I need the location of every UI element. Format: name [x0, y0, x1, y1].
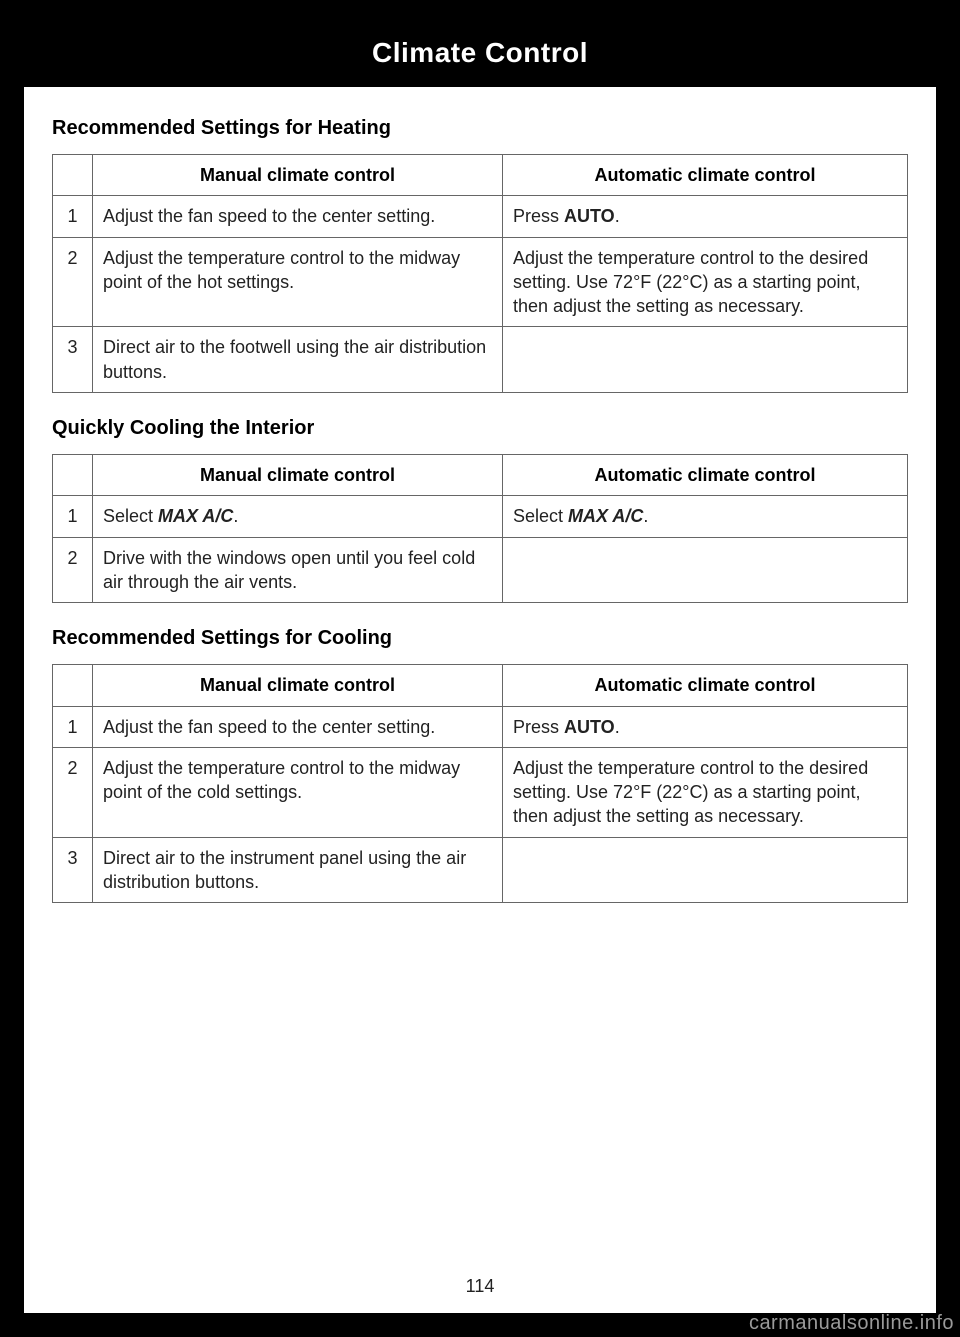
cell-auto: Press AUTO.	[503, 196, 908, 237]
cell-auto	[503, 837, 908, 903]
table-header-manual: Manual climate control	[93, 455, 503, 496]
section-title-heating: Recommended Settings for Heating	[52, 117, 908, 140]
cell-manual: Adjust the fan speed to the center setti…	[93, 706, 503, 747]
cell-auto	[503, 537, 908, 603]
cell-manual: Direct air to the footwell using the air…	[93, 327, 503, 393]
row-number: 2	[53, 537, 93, 603]
table-row: 2 Adjust the temperature control to the …	[53, 747, 908, 837]
cell-text: Press	[513, 717, 564, 737]
table-header-manual: Manual climate control	[93, 665, 503, 706]
cell-text: .	[233, 506, 238, 526]
cell-auto: Press AUTO.	[503, 706, 908, 747]
cell-text: .	[615, 717, 620, 737]
cell-manual: Adjust the temperature control to the mi…	[93, 747, 503, 837]
table-header-row: Manual climate control Automatic climate…	[53, 665, 908, 706]
table-header-blank	[53, 455, 93, 496]
cell-text: .	[643, 506, 648, 526]
table-row: 3 Direct air to the footwell using the a…	[53, 327, 908, 393]
table-header-row: Manual climate control Automatic climate…	[53, 455, 908, 496]
table-row: 3 Direct air to the instrument panel usi…	[53, 837, 908, 903]
table-header-auto: Automatic climate control	[503, 455, 908, 496]
row-number: 1	[53, 706, 93, 747]
section-title-cooling: Recommended Settings for Cooling	[52, 627, 908, 650]
cell-manual: Direct air to the instrument panel using…	[93, 837, 503, 903]
cell-bold: AUTO	[564, 717, 615, 737]
table-header-auto: Automatic climate control	[503, 155, 908, 196]
page-title: Climate Control	[23, 37, 937, 69]
cell-text: Press	[513, 206, 564, 226]
cell-auto: Adjust the temperature control to the de…	[503, 237, 908, 327]
table-header-blank	[53, 665, 93, 706]
cell-bold: AUTO	[564, 206, 615, 226]
cell-manual: Drive with the windows open until you fe…	[93, 537, 503, 603]
table-header-manual: Manual climate control	[93, 155, 503, 196]
row-number: 2	[53, 747, 93, 837]
cell-auto: Select MAX A/C.	[503, 496, 908, 537]
row-number: 1	[53, 196, 93, 237]
watermark: carmanualsonline.info	[749, 1312, 954, 1335]
cell-text: .	[615, 206, 620, 226]
row-number: 3	[53, 837, 93, 903]
row-number: 3	[53, 327, 93, 393]
table-heating: Manual climate control Automatic climate…	[52, 154, 908, 393]
table-row: 2 Adjust the temperature control to the …	[53, 237, 908, 327]
table-row: 2 Drive with the windows open until you …	[53, 537, 908, 603]
section-title-cooling-quick: Quickly Cooling the Interior	[52, 417, 908, 440]
cell-manual: Adjust the fan speed to the center setti…	[93, 196, 503, 237]
table-header-auto: Automatic climate control	[503, 665, 908, 706]
table-row: 1 Select MAX A/C. Select MAX A/C.	[53, 496, 908, 537]
row-number: 1	[53, 496, 93, 537]
table-row: 1 Adjust the fan speed to the center set…	[53, 706, 908, 747]
header-bar: Climate Control	[23, 23, 937, 87]
cell-text: Select	[513, 506, 568, 526]
table-cooling-quick: Manual climate control Automatic climate…	[52, 454, 908, 603]
page: Climate Control Recommended Settings for…	[0, 0, 960, 1337]
cell-manual: Select MAX A/C.	[93, 496, 503, 537]
cell-text: Select	[103, 506, 158, 526]
row-number: 2	[53, 237, 93, 327]
cell-auto: Adjust the temperature control to the de…	[503, 747, 908, 837]
content: Recommended Settings for Heating Manual …	[24, 87, 936, 903]
table-cooling: Manual climate control Automatic climate…	[52, 664, 908, 903]
cell-auto	[503, 327, 908, 393]
table-header-row: Manual climate control Automatic climate…	[53, 155, 908, 196]
page-number: 114	[24, 1276, 936, 1297]
table-row: 1 Adjust the fan speed to the center set…	[53, 196, 908, 237]
cell-bold: MAX A/C	[158, 506, 233, 526]
cell-manual: Adjust the temperature control to the mi…	[93, 237, 503, 327]
table-header-blank	[53, 155, 93, 196]
cell-bold: MAX A/C	[568, 506, 643, 526]
